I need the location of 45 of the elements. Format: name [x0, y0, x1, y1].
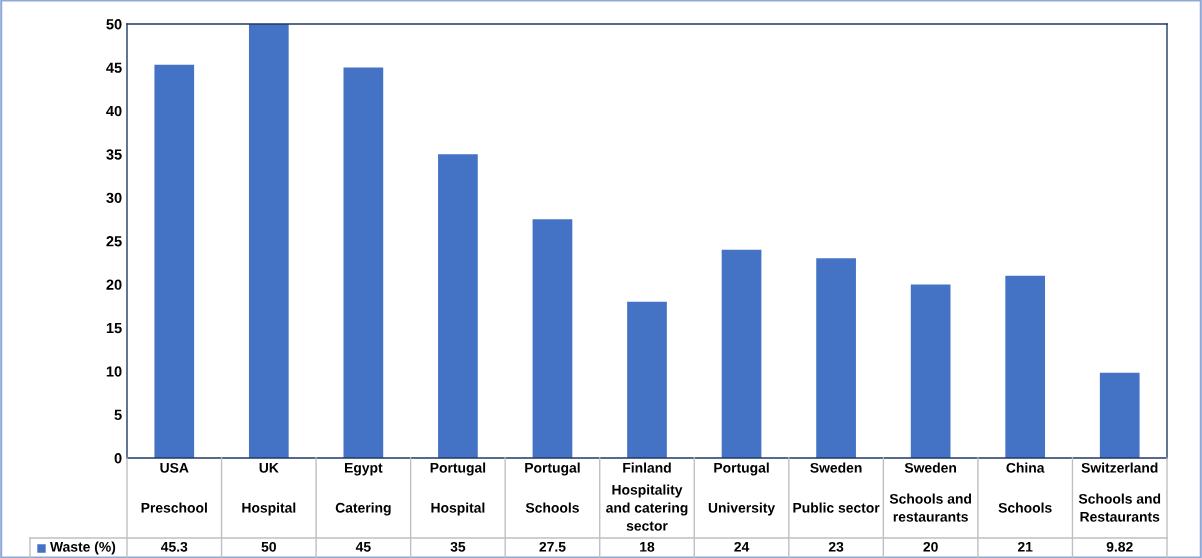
data-label: 27.5	[539, 541, 566, 552]
category-label: China Schools	[998, 462, 1052, 513]
x-tick-label: Finland Hospitality and catering sector	[606, 462, 688, 531]
bar	[438, 154, 478, 458]
bar	[154, 64, 195, 458]
bar	[1005, 275, 1046, 458]
data-label: 50	[261, 541, 276, 552]
data-label: 20	[923, 541, 938, 552]
data-label: 23	[828, 541, 844, 552]
bar	[816, 258, 856, 458]
category-label: Sweden Schools and restaurants	[889, 462, 972, 522]
y-tick-label: 0	[114, 453, 122, 464]
category-label: UK Hospital	[242, 463, 296, 516]
y-tick-label: 40	[106, 105, 122, 117]
category-label: Sweden Public sector	[793, 462, 880, 513]
data-label: 24	[734, 541, 750, 552]
data-label: 9.82	[1106, 541, 1133, 552]
y-tick-label: 35	[106, 149, 122, 160]
bar	[532, 219, 573, 458]
y-tick-label: 10	[106, 366, 122, 377]
y-tick-label: 45	[106, 62, 122, 73]
data-label: 45	[355, 542, 371, 552]
bar	[248, 24, 289, 458]
y-tick-label: 25	[106, 236, 122, 247]
category-label: Switzerland Schools and Restaurants	[1078, 462, 1161, 522]
data-label: 18	[640, 541, 655, 552]
data-label: 35	[450, 541, 466, 552]
bar	[721, 249, 762, 458]
bar	[343, 67, 384, 458]
data-label: 45.3	[160, 541, 188, 552]
bar	[1099, 372, 1140, 458]
y-tick-label: 15	[106, 323, 122, 334]
y-tick-label: 30	[106, 192, 122, 204]
category-label: Portugal Schools	[525, 462, 580, 513]
bar	[627, 301, 667, 458]
y-tick-label: 5	[114, 409, 122, 421]
y-tick-label: 50	[106, 19, 122, 30]
category-label: Egypt Catering	[335, 462, 391, 516]
y-tick-label: 20	[106, 279, 122, 290]
legend-label: Waste (%)	[50, 541, 116, 555]
data-label: 21	[1017, 541, 1033, 552]
category-label: Portugal Hospital	[430, 462, 486, 516]
category-label: Portugal University	[708, 462, 776, 516]
category-label: USA Preschool	[141, 462, 207, 513]
bar	[910, 284, 951, 458]
